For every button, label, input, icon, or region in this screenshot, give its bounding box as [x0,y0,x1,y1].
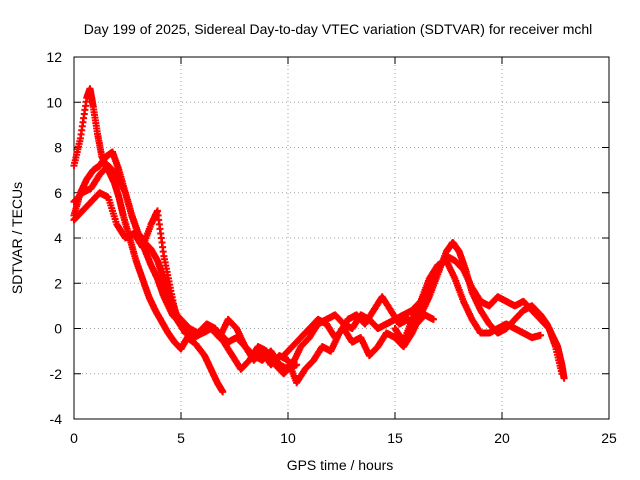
x-tick-label: 15 [387,430,403,446]
chart-title: Day 199 of 2025, Sidereal Day-to-day VTE… [84,21,593,37]
plus-markers [70,189,437,387]
y-tick-label: -4 [50,411,63,427]
series-pass-3 [70,162,566,378]
y-tick-labels: -4 -2 0 2 4 6 8 10 12 [46,49,62,427]
x-axis-label: GPS time / hours [287,457,394,473]
grid [74,57,609,419]
series-pass-6 [391,257,544,346]
series-pass-1 [70,85,227,396]
y-axis-label: SDTVAR / TECUs [9,182,25,294]
series-pass-5 [280,239,568,382]
y-tick-label: 6 [54,185,62,201]
y-tick-label: 2 [54,275,62,291]
data-markers [70,85,568,396]
y-tick-label: 8 [54,140,62,156]
x-tick-label: 25 [601,430,617,446]
y-tick-label: -2 [50,366,63,382]
x-tick-label: 0 [70,430,78,446]
plus-markers [70,162,566,378]
y-tick-label: 12 [46,49,62,65]
plus-markers [70,85,227,396]
x-tick-label: 5 [177,430,185,446]
series-pass-4 [70,189,437,387]
plus-markers [280,239,568,382]
x-tick-labels: 0 5 10 15 20 25 [70,430,617,446]
plus-markers [391,257,544,346]
y-tick-label: 4 [54,230,62,246]
x-tick-label: 10 [280,430,296,446]
x-tick-label: 20 [494,430,510,446]
y-tick-label: 10 [46,94,62,110]
y-tick-label: 0 [54,321,62,337]
